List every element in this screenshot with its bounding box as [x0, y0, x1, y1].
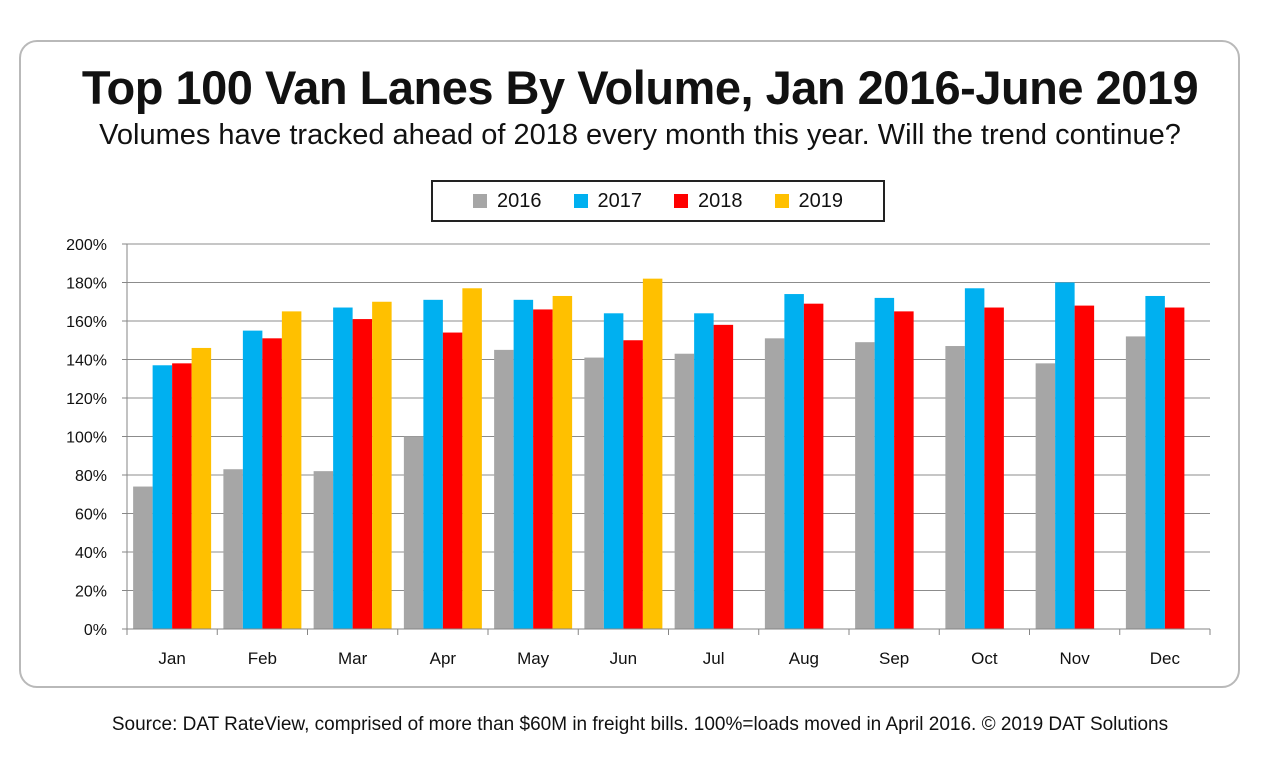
bar-2018-jun: [623, 340, 643, 629]
bar-2019-jan: [191, 347, 212, 629]
bar-2016-may: [494, 349, 514, 629]
bar-2016-oct: [945, 346, 965, 629]
bar-2018-nov: [1074, 305, 1095, 629]
y-tick-label: 160%: [66, 314, 107, 331]
bar-2016-aug: [764, 338, 785, 629]
y-tick-label: 0%: [84, 622, 107, 639]
bar-2017-apr: [423, 299, 443, 629]
bar-2018-may: [533, 309, 553, 629]
legend-label-2018: 2018: [698, 189, 743, 212]
bar-2016-apr: [403, 436, 424, 629]
bar-2018-sep: [894, 311, 914, 629]
bar-2019-feb: [281, 311, 302, 629]
x-tick-label: Feb: [248, 649, 277, 668]
legend-swatch-2019: [774, 194, 789, 208]
bar-2018-jul: [713, 324, 734, 629]
x-tick-label: May: [517, 649, 550, 668]
bar-2017-jan: [152, 365, 173, 629]
y-tick-label: 20%: [75, 584, 107, 601]
bar-2017-oct: [964, 288, 985, 629]
bar-2018-jan: [172, 363, 192, 629]
bar-2017-jun: [603, 313, 624, 629]
x-tick-label: Aug: [789, 649, 819, 668]
x-tick-label: Dec: [1150, 649, 1181, 668]
y-tick-label: 60%: [75, 507, 107, 524]
x-tick-label: Apr: [430, 649, 457, 668]
y-tick-label: 200%: [66, 237, 107, 254]
y-tick-label: 40%: [75, 545, 107, 562]
bar-2017-dec: [1145, 295, 1165, 629]
legend-swatch-2016: [473, 194, 487, 208]
bar-2018-feb: [262, 338, 282, 629]
bar-2017-mar: [333, 307, 353, 629]
legend-item-2016: 2016: [473, 190, 542, 213]
bar-2016-jul: [674, 353, 695, 629]
bar-2018-dec: [1164, 307, 1185, 629]
bar-2017-feb: [242, 330, 263, 629]
bar-2017-may: [513, 299, 534, 629]
bar-2017-nov: [1055, 282, 1075, 629]
bar-2018-apr: [442, 332, 463, 629]
legend-label-2016: 2016: [497, 189, 542, 212]
legend-label-2017: 2017: [597, 189, 643, 212]
bar-2016-dec: [1125, 336, 1146, 629]
bar-2019-may: [552, 295, 573, 629]
bar-2016-sep: [855, 342, 875, 629]
bar-2018-aug: [803, 303, 824, 629]
y-tick-label: 80%: [75, 468, 107, 485]
bar-2019-apr: [462, 288, 482, 629]
y-tick-label: 100%: [66, 430, 107, 447]
x-tick-label: Nov: [1060, 649, 1091, 668]
bar-2016-jun: [584, 357, 604, 629]
bar-2017-sep: [874, 297, 895, 629]
y-tick-label: 120%: [66, 391, 107, 408]
legend-item-2019: 2019: [774, 189, 844, 213]
chart-legend: 2016 2017 2018 2019: [431, 180, 885, 222]
chart-subtitle: Volumes have tracked ahead of 2018 every…: [99, 119, 1181, 151]
legend-swatch-2018: [674, 194, 688, 208]
x-tick-label: Oct: [971, 649, 998, 668]
bar-2016-feb: [223, 469, 243, 629]
bar-2019-jun: [642, 278, 663, 629]
y-tick-label: 180%: [66, 276, 107, 293]
x-tick-label: Jun: [610, 649, 637, 668]
x-tick-label: Jan: [158, 649, 185, 668]
legend-swatch-2017: [573, 194, 588, 208]
legend-label-2019: 2019: [798, 189, 844, 212]
bar-2016-mar: [313, 471, 334, 629]
bar-2017-jul: [694, 313, 714, 629]
bar-2019-mar: [372, 301, 392, 629]
x-tick-label: Jul: [703, 649, 725, 668]
bar-2017-aug: [784, 294, 804, 629]
x-tick-label: Mar: [338, 649, 368, 668]
legend-item-2018: 2018: [674, 190, 743, 213]
bar-2018-mar: [352, 319, 373, 629]
bar-2016-nov: [1035, 363, 1056, 629]
y-tick-label: 140%: [66, 353, 107, 370]
source-note: Source: DAT RateView, comprised of more …: [111, 714, 1169, 735]
x-tick-label: Sep: [879, 649, 909, 668]
legend-item-2017: 2017: [573, 189, 643, 213]
bar-2018-oct: [984, 307, 1004, 629]
bar-2016-jan: [133, 486, 153, 629]
chart-title: Top 100 Van Lanes By Volume, Jan 2016-Ju…: [81, 61, 1199, 114]
